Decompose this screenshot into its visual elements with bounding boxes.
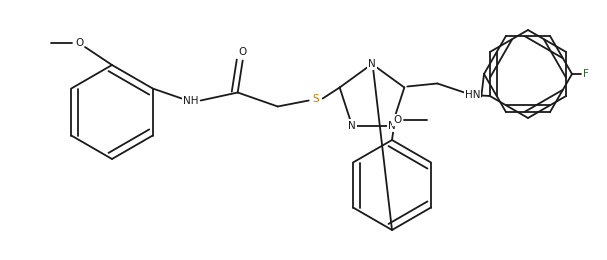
Text: N: N bbox=[388, 120, 396, 131]
Text: HN: HN bbox=[464, 90, 480, 101]
Text: N: N bbox=[368, 59, 376, 69]
Text: F: F bbox=[583, 69, 589, 79]
Text: O: O bbox=[75, 38, 83, 48]
Text: N: N bbox=[348, 120, 356, 131]
Text: S: S bbox=[313, 94, 319, 103]
Text: O: O bbox=[239, 47, 247, 56]
Text: O: O bbox=[393, 115, 401, 125]
Text: NH: NH bbox=[183, 95, 198, 106]
